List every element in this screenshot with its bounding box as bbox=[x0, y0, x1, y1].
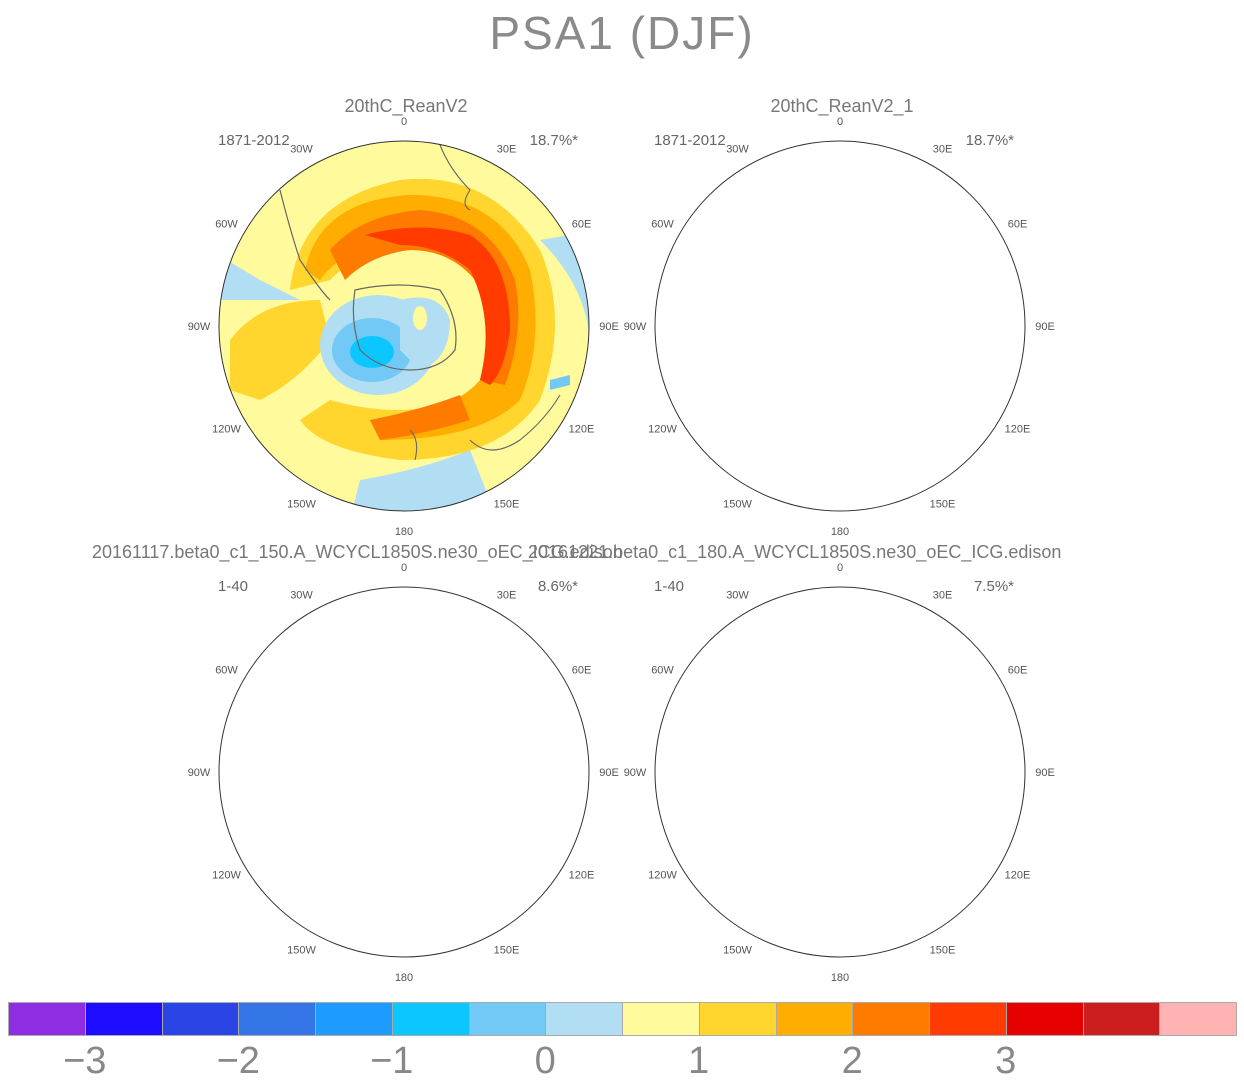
panel-variance: 18.7%* bbox=[965, 132, 1014, 149]
colorbar-tick-label: 0 bbox=[534, 1040, 556, 1082]
colorbar-swatch bbox=[698, 1002, 777, 1036]
colorbar-tick-label: 3 bbox=[995, 1040, 1017, 1082]
panel-title: 20thC_ReanV2_1 bbox=[770, 96, 914, 116]
panel-title: 20thC_ReanV2 bbox=[344, 96, 468, 116]
colorbar-swatch bbox=[238, 1002, 316, 1036]
colorbar-swatch bbox=[84, 1002, 163, 1036]
colorbar bbox=[8, 1002, 1237, 1036]
colorbar-swatch bbox=[1082, 1002, 1161, 1036]
panel-period: 1-40 bbox=[218, 578, 249, 595]
colorbar-swatch bbox=[852, 1002, 930, 1036]
colorbar-swatch bbox=[1159, 1002, 1237, 1036]
colorbar-swatch bbox=[468, 1002, 547, 1036]
colorbar-tick-label: −3 bbox=[63, 1040, 107, 1082]
colorbar-swatch bbox=[391, 1002, 470, 1036]
panel-variance: 8.6%* bbox=[537, 578, 578, 595]
colorbar-swatch bbox=[8, 1002, 86, 1036]
panel-period: 1871-2012 bbox=[654, 132, 726, 149]
panel-title: 20161221.beta0_c1_180.A_WCYCL1850S.ne30_… bbox=[528, 542, 1062, 562]
colorbar-tick-label: 1 bbox=[688, 1040, 710, 1082]
colorbar-swatch bbox=[161, 1002, 240, 1036]
colorbar-tick-label: −1 bbox=[370, 1040, 414, 1082]
colorbar-swatch bbox=[775, 1002, 854, 1036]
chart-title: PSA1 (DJF) bbox=[489, 7, 755, 59]
colorbar-swatch bbox=[315, 1002, 393, 1036]
map-panel-1: 20thC_ReanV2 1871-2012 18.7%* bbox=[186, 96, 626, 536]
map-panel-3: 20161117.beta0_c1_150.A_WCYCL1850S.ne30_… bbox=[92, 542, 626, 982]
panel-variance: 18.7%* bbox=[529, 132, 578, 149]
map-panel-2: 20thC_ReanV2_1 1871-2012 18.7%* bbox=[622, 96, 1062, 536]
colorbar-swatch bbox=[929, 1002, 1007, 1036]
colorbar-swatch bbox=[622, 1002, 700, 1036]
colorbar-swatch bbox=[545, 1002, 623, 1036]
colorbar-swatch bbox=[1005, 1002, 1084, 1036]
panel-variance: 7.5%* bbox=[973, 578, 1014, 595]
map-panel-4: 20161221.beta0_c1_180.A_WCYCL1850S.ne30_… bbox=[528, 542, 1062, 982]
panel-period: 1871-2012 bbox=[218, 132, 290, 149]
panel-title: 20161117.beta0_c1_150.A_WCYCL1850S.ne30_… bbox=[92, 542, 623, 562]
colorbar-tick-label: 2 bbox=[841, 1040, 863, 1082]
colorbar-tick-label: −2 bbox=[216, 1040, 260, 1082]
panel-period: 1-40 bbox=[654, 578, 685, 595]
